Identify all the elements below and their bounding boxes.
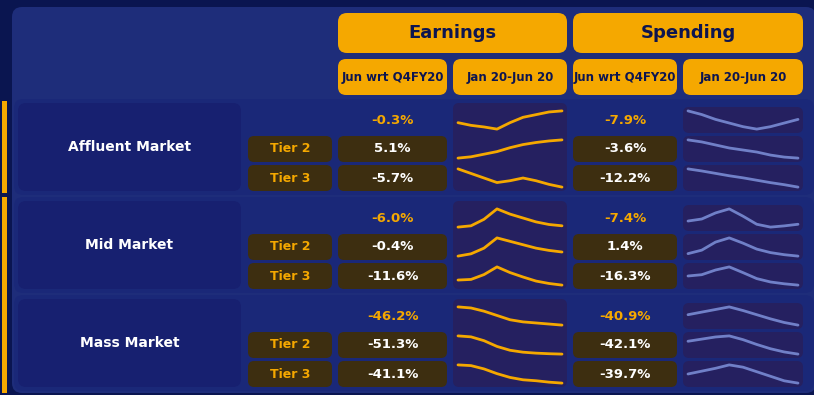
Text: Jan 20-Jun 20: Jan 20-Jun 20 <box>699 70 786 83</box>
FancyBboxPatch shape <box>683 136 803 162</box>
FancyBboxPatch shape <box>248 165 332 191</box>
Text: Tier 3: Tier 3 <box>269 367 310 380</box>
FancyBboxPatch shape <box>573 136 677 162</box>
FancyBboxPatch shape <box>338 13 567 53</box>
Text: -46.2%: -46.2% <box>367 310 418 322</box>
FancyBboxPatch shape <box>248 332 332 358</box>
Text: Mass Market: Mass Market <box>80 336 179 350</box>
Text: -3.6%: -3.6% <box>604 143 646 156</box>
Text: Tier 2: Tier 2 <box>269 339 310 352</box>
Text: -39.7%: -39.7% <box>599 367 650 380</box>
Text: Tier 2: Tier 2 <box>269 143 310 156</box>
FancyBboxPatch shape <box>573 234 677 260</box>
Text: 5.1%: 5.1% <box>374 143 411 156</box>
FancyBboxPatch shape <box>573 332 677 358</box>
Text: -0.3%: -0.3% <box>371 113 414 126</box>
Text: -51.3%: -51.3% <box>367 339 418 352</box>
FancyBboxPatch shape <box>14 197 814 293</box>
Text: -0.4%: -0.4% <box>371 241 414 254</box>
Text: -11.6%: -11.6% <box>367 269 418 282</box>
FancyBboxPatch shape <box>338 361 447 387</box>
FancyBboxPatch shape <box>18 299 241 387</box>
Text: -12.2%: -12.2% <box>599 171 650 184</box>
FancyBboxPatch shape <box>683 234 803 260</box>
FancyBboxPatch shape <box>683 303 803 329</box>
FancyBboxPatch shape <box>248 136 332 162</box>
FancyBboxPatch shape <box>453 299 567 387</box>
FancyBboxPatch shape <box>453 103 567 191</box>
Text: Jan 20-Jun 20: Jan 20-Jun 20 <box>466 70 554 83</box>
FancyBboxPatch shape <box>248 234 332 260</box>
FancyBboxPatch shape <box>573 263 677 289</box>
FancyBboxPatch shape <box>14 295 814 391</box>
FancyBboxPatch shape <box>453 201 567 289</box>
FancyBboxPatch shape <box>573 59 677 95</box>
Bar <box>2 101 7 193</box>
Text: Spending: Spending <box>641 24 736 42</box>
Text: -41.1%: -41.1% <box>367 367 418 380</box>
FancyBboxPatch shape <box>338 59 447 95</box>
FancyBboxPatch shape <box>573 361 677 387</box>
FancyBboxPatch shape <box>18 201 241 289</box>
FancyBboxPatch shape <box>12 7 814 393</box>
FancyBboxPatch shape <box>338 165 447 191</box>
FancyBboxPatch shape <box>683 263 803 289</box>
FancyBboxPatch shape <box>338 234 447 260</box>
FancyBboxPatch shape <box>573 13 803 53</box>
Text: Earnings: Earnings <box>409 24 497 42</box>
Text: Tier 3: Tier 3 <box>269 171 310 184</box>
Text: -42.1%: -42.1% <box>599 339 650 352</box>
Text: -5.7%: -5.7% <box>371 171 414 184</box>
FancyBboxPatch shape <box>683 165 803 191</box>
FancyBboxPatch shape <box>338 263 447 289</box>
Text: -7.9%: -7.9% <box>604 113 646 126</box>
Text: -40.9%: -40.9% <box>599 310 650 322</box>
FancyBboxPatch shape <box>683 205 803 231</box>
Text: Tier 2: Tier 2 <box>269 241 310 254</box>
Text: 1.4%: 1.4% <box>606 241 643 254</box>
FancyBboxPatch shape <box>683 59 803 95</box>
Bar <box>2 197 7 393</box>
Text: Affluent Market: Affluent Market <box>68 140 191 154</box>
FancyBboxPatch shape <box>338 332 447 358</box>
FancyBboxPatch shape <box>453 59 567 95</box>
FancyBboxPatch shape <box>683 107 803 133</box>
Text: -16.3%: -16.3% <box>599 269 650 282</box>
FancyBboxPatch shape <box>248 263 332 289</box>
FancyBboxPatch shape <box>683 361 803 387</box>
FancyBboxPatch shape <box>248 361 332 387</box>
Text: -7.4%: -7.4% <box>604 211 646 224</box>
Text: Tier 3: Tier 3 <box>269 269 310 282</box>
FancyBboxPatch shape <box>338 136 447 162</box>
FancyBboxPatch shape <box>18 103 241 191</box>
FancyBboxPatch shape <box>573 165 677 191</box>
Text: Jun wrt Q4FY20: Jun wrt Q4FY20 <box>574 70 676 83</box>
Text: -6.0%: -6.0% <box>371 211 414 224</box>
FancyBboxPatch shape <box>683 332 803 358</box>
Text: Mid Market: Mid Market <box>85 238 173 252</box>
FancyBboxPatch shape <box>14 99 814 195</box>
Text: Jun wrt Q4FY20: Jun wrt Q4FY20 <box>341 70 444 83</box>
